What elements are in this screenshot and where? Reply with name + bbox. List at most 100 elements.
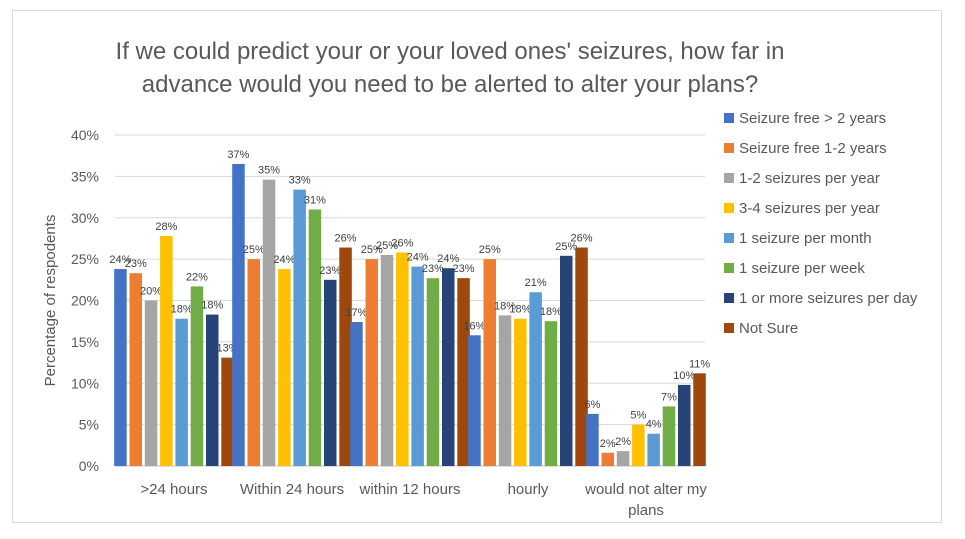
data-label: 31%: [304, 194, 326, 206]
legend-label: 1 seizure per week: [739, 260, 865, 277]
legend-label: 1-2 seizures per year: [739, 170, 880, 187]
bar: [468, 335, 481, 466]
bar: [647, 433, 660, 466]
bar: [365, 259, 378, 466]
bar: [586, 413, 599, 466]
y-tick-label: 15%: [71, 334, 99, 350]
legend-swatch: [724, 233, 734, 243]
data-label: 35%: [258, 165, 280, 177]
y-tick-label: 20%: [71, 293, 99, 309]
bar: [232, 163, 245, 466]
y-axis-label: Percentage of respodents: [42, 215, 59, 387]
data-label: 23%: [125, 258, 147, 270]
bar: [693, 373, 706, 466]
legend-swatch: [724, 173, 734, 183]
data-label: 7%: [661, 391, 677, 403]
data-label: 23%: [319, 265, 341, 277]
data-label: 21%: [525, 277, 547, 289]
data-label: 2%: [600, 438, 616, 450]
legend-swatch: [724, 263, 734, 273]
y-tick-label: 35%: [71, 168, 99, 184]
bar: [529, 292, 542, 466]
bar: [662, 406, 676, 466]
data-label: 26%: [335, 233, 357, 245]
bar: [457, 278, 470, 466]
data-label: 25%: [376, 240, 398, 252]
y-tick-label: 25%: [71, 251, 99, 267]
bar: [114, 269, 127, 466]
bar: [324, 279, 337, 466]
data-label: 18%: [494, 300, 516, 312]
legend-label: Seizure free > 2 years: [739, 110, 886, 127]
data-label: 24%: [273, 254, 295, 266]
bar: [247, 259, 260, 466]
y-tick-label: 40%: [71, 127, 99, 143]
bar: [601, 452, 614, 466]
data-label: 26%: [391, 238, 413, 250]
bar: [616, 451, 630, 466]
legend-label: Not Sure: [739, 320, 798, 337]
data-label: 18%: [540, 306, 562, 318]
data-label: 24%: [437, 253, 459, 265]
legend-swatch: [724, 323, 734, 333]
data-label: 20%: [140, 286, 162, 298]
bar: [442, 268, 455, 466]
bar: [632, 424, 645, 466]
data-label: 11%: [689, 358, 710, 370]
data-label: 18%: [509, 304, 531, 316]
data-label: 5%: [630, 410, 646, 422]
data-label: 24%: [109, 254, 131, 266]
data-label: 22%: [186, 271, 208, 283]
bar: [278, 269, 291, 466]
legend-swatch: [724, 143, 734, 153]
bar: [498, 315, 512, 466]
bar: [560, 255, 573, 466]
x-tick-label: hourly: [508, 481, 549, 498]
bar: [380, 254, 394, 466]
bar: [160, 235, 173, 466]
data-label: 18%: [201, 300, 223, 312]
bar: [678, 384, 691, 466]
legend-label: Seizure free 1-2 years: [739, 140, 887, 157]
x-tick-label: within 12 hours: [359, 481, 461, 498]
bar: [144, 300, 158, 466]
bar: [514, 318, 527, 466]
bar: [190, 286, 204, 466]
data-label: 2%: [615, 436, 631, 448]
data-label: 33%: [289, 175, 311, 187]
data-label: 28%: [155, 221, 177, 233]
bar: [129, 273, 142, 466]
data-label: 10%: [673, 370, 695, 382]
chart-frame: [12, 10, 942, 523]
chart-title-line-2: advance would you need to be alerted to …: [141, 71, 759, 98]
data-label: 25%: [361, 244, 383, 256]
bar: [175, 318, 188, 466]
data-label: 16%: [463, 320, 485, 332]
x-tick-label: would not alter my: [584, 481, 707, 498]
y-tick-label: 10%: [71, 375, 99, 391]
legend-label: 3-4 seizures per year: [739, 200, 880, 217]
bar: [262, 179, 276, 466]
data-label: 4%: [646, 419, 662, 431]
x-tick-label: Within 24 hours: [240, 481, 344, 498]
data-label: 23%: [453, 263, 475, 275]
data-label: 23%: [422, 263, 444, 275]
bar: [206, 314, 219, 466]
bar: [426, 278, 440, 466]
legend-swatch: [724, 293, 734, 303]
data-label: 24%: [407, 252, 429, 264]
data-label: 25%: [555, 241, 577, 253]
bar: [575, 247, 588, 466]
y-tick-label: 5%: [79, 417, 99, 433]
bar: [308, 209, 322, 466]
bar: [350, 322, 363, 466]
data-label: 25%: [243, 244, 265, 256]
data-label: 26%: [571, 233, 593, 245]
bar: [411, 266, 424, 466]
y-tick-label: 30%: [71, 210, 99, 226]
legend-swatch: [724, 203, 734, 213]
data-label: 18%: [171, 304, 193, 316]
legend-swatch: [724, 113, 734, 123]
